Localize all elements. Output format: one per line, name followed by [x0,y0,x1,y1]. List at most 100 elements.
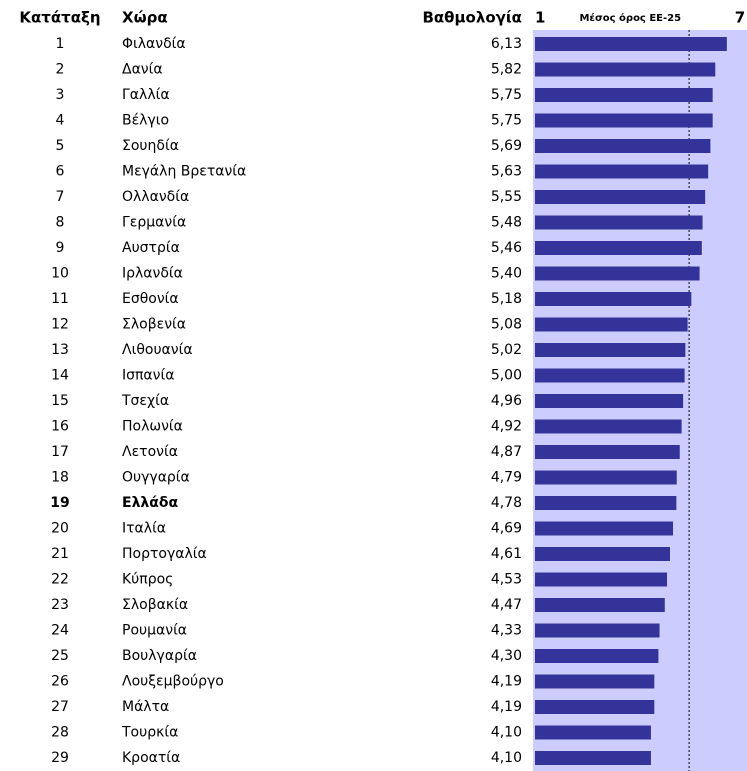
bar [535,725,651,740]
score-label: 4,96 [491,393,522,409]
country: Εσθονία [122,291,179,307]
country: Ισπανία [122,368,174,384]
rank: 13 [51,342,69,358]
bar [535,623,660,638]
score-label: 4,87 [491,444,522,460]
country: Δανία [122,62,163,78]
score-label: 5,55 [491,189,522,205]
bar [535,37,727,51]
score-label: 4,33 [491,623,522,639]
bar [535,343,686,357]
rank: 22 [51,572,69,588]
country: Κροατία [122,750,180,766]
country: Τουρκία [121,725,178,741]
rank: 7 [56,189,65,205]
country: Γερμανία [122,215,186,231]
x-tick-label: 7 [735,9,745,27]
rank: 20 [51,521,69,537]
score-label: 5,75 [491,113,522,129]
score-label: 6,13 [491,36,522,52]
score-label: 4,79 [491,470,522,486]
score-label: 5,75 [491,87,522,103]
rank: 23 [51,597,69,613]
rank: 28 [51,725,69,741]
bar [535,674,655,689]
rank: 9 [56,240,65,256]
country: Σουηδία [122,138,179,154]
country: Λουξεμβούργο [122,674,224,690]
x-tick-label: 1 [535,9,545,27]
bar [535,598,665,612]
rank: 11 [51,291,69,307]
score-label: 4,92 [491,419,522,435]
country: Ιταλία [122,521,166,537]
score-label: 5,02 [491,342,522,358]
score-label: 5,40 [491,266,522,282]
country: Μάλτα [122,699,169,715]
score-label: 4,19 [491,699,522,715]
rank: 12 [51,317,69,333]
bar [535,317,688,332]
rank: 24 [51,623,69,639]
rank: 6 [56,164,65,180]
bar [535,88,713,102]
bar [535,419,682,434]
country: Σλοβακία [122,597,188,613]
bar [535,241,702,255]
score-header: Βαθμολογία [422,9,522,27]
bar [535,470,677,485]
bar [535,521,674,536]
rank: 26 [51,674,69,690]
score-label: 4,78 [491,495,522,511]
score-label: 5,82 [491,62,522,78]
bar [535,496,677,510]
rank: 3 [56,87,65,103]
score-label: 5,00 [491,368,522,384]
rank: 29 [51,750,69,766]
country: Τσεχία [121,393,169,409]
rank: 10 [51,266,69,282]
bar [535,547,671,561]
country: Λετονία [122,444,178,460]
bar [535,700,655,714]
score-label: 5,63 [491,164,522,180]
bar [535,572,668,587]
score-label: 4,61 [491,546,522,562]
bar [535,215,703,230]
rank: 15 [51,393,69,409]
country: Λιθουανία [122,342,193,358]
rank: 14 [51,368,69,384]
bar [535,113,713,128]
rank: 8 [56,215,65,231]
country: Ελλάδα [122,495,179,511]
bar [535,164,709,179]
average-label: Μέσος όρος ΕΕ-25 [579,12,681,24]
rank: 16 [51,419,69,435]
country: Φιλανδία [122,36,186,52]
rank: 27 [51,699,69,715]
score-label: 5,48 [491,215,522,231]
bar [535,266,700,281]
country: Αυστρία [122,240,180,256]
bar [535,394,684,408]
country-header: Χώρα [122,9,168,27]
country: Ουγγαρία [122,470,190,486]
rank: 2 [56,62,65,78]
country: Βέλγιο [122,113,169,129]
rank: 18 [51,470,69,486]
country: Ολλανδία [122,189,189,205]
rank-header: Κατάταξη [19,9,100,27]
country: Πορτογαλία [122,546,207,562]
score-label: 4,30 [491,648,522,664]
rank: 21 [51,546,69,562]
country: Κύπρος [122,572,173,588]
rank: 17 [51,444,69,460]
country: Μεγάλη Βρετανία [122,164,246,180]
score-label: 4,47 [491,597,522,613]
bar [535,62,716,77]
rank: 1 [56,36,65,52]
country: Σλοβενία [122,317,186,333]
score-label: 4,10 [491,725,522,741]
bar [535,445,680,459]
